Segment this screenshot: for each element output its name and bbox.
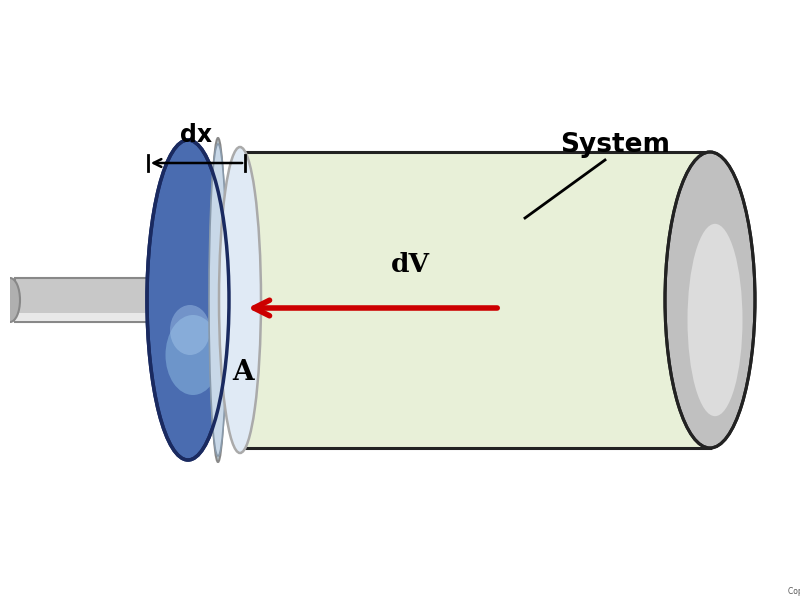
Ellipse shape	[687, 224, 742, 416]
Bar	[0, 276, 10, 324]
Ellipse shape	[210, 138, 226, 462]
Bar	[15, 278, 148, 322]
Text: Copyright © 2004 Pearson Education, Inc., publishing as Addison Wesley.: Copyright © 2004 Pearson Education, Inc.…	[788, 587, 800, 596]
Ellipse shape	[170, 305, 210, 355]
Ellipse shape	[665, 152, 755, 448]
Bar	[240, 152, 710, 448]
Ellipse shape	[219, 147, 261, 453]
Ellipse shape	[209, 144, 227, 456]
Text: A: A	[232, 358, 254, 385]
Text: dx: dx	[181, 123, 213, 147]
Ellipse shape	[147, 140, 229, 460]
Ellipse shape	[0, 278, 20, 322]
Ellipse shape	[166, 315, 221, 395]
Text: dV: dV	[390, 253, 430, 277]
Text: System: System	[560, 132, 670, 158]
Bar	[15, 313, 148, 321]
